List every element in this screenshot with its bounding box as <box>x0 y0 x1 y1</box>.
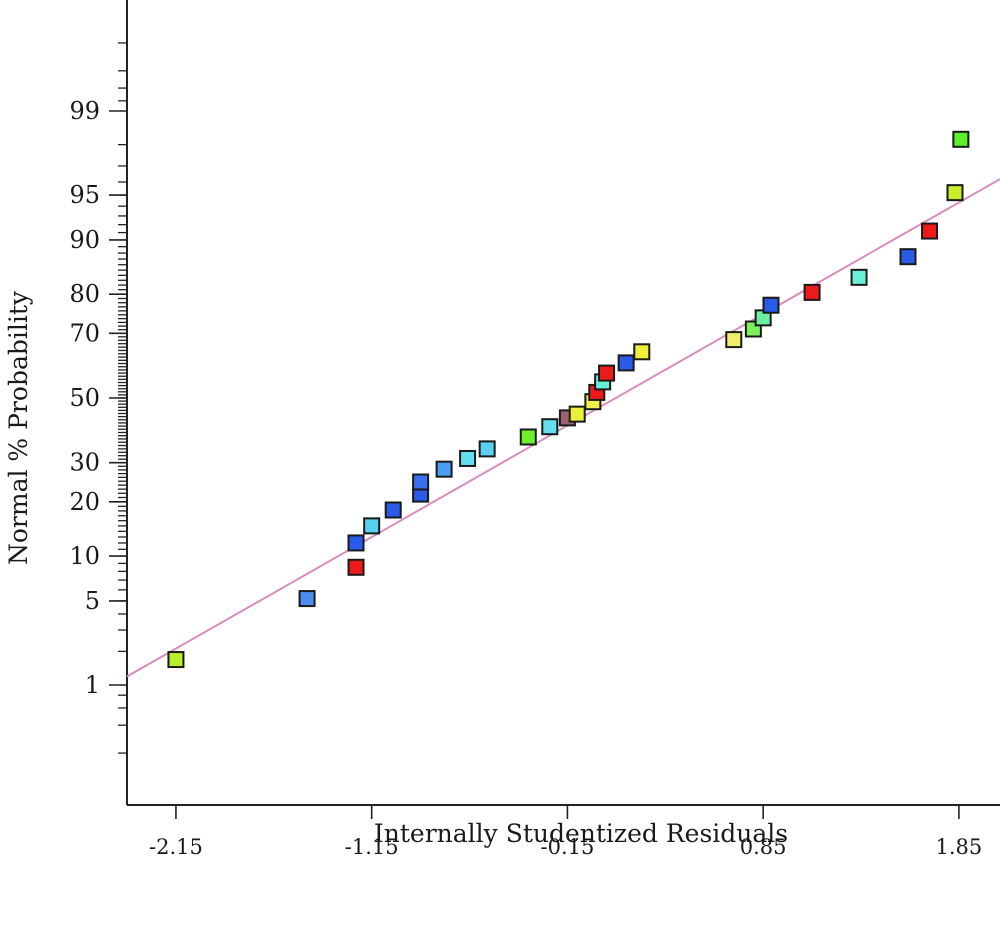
data-point <box>347 534 365 552</box>
data-point <box>946 184 964 202</box>
x-ticks: -2.15 -1.15 -0.15 0.85 1.85 <box>149 805 982 859</box>
y-axis-title: Normal % Probability <box>4 290 33 565</box>
data-point <box>850 268 868 286</box>
y-tick-label: 70 <box>69 319 100 347</box>
data-point <box>803 283 821 301</box>
y-ticks: 1 5 10 20 30 50 70 80 90 95 99 <box>69 97 127 699</box>
y-tick-label: 80 <box>69 280 100 308</box>
x-tick-label: -0.15 <box>540 835 594 859</box>
y-tick-label: 50 <box>69 384 100 412</box>
y-tick-label: 1 <box>85 671 100 699</box>
axes <box>126 0 1000 806</box>
data-point <box>633 343 651 361</box>
y-tick-label: 90 <box>69 226 100 254</box>
data-point <box>435 460 453 478</box>
data-point <box>921 222 939 240</box>
data-point <box>598 364 616 382</box>
y-tick-label: 99 <box>69 97 100 125</box>
y-tick-label: 5 <box>85 587 100 615</box>
data-point <box>899 248 917 266</box>
data-point <box>412 473 430 491</box>
data-point <box>459 449 477 467</box>
data-point <box>952 130 970 148</box>
y-tick-label: 10 <box>69 542 100 570</box>
data-point <box>519 428 537 446</box>
reference-line <box>126 178 1000 678</box>
data-point <box>347 558 365 576</box>
data-point <box>478 440 496 458</box>
data-point <box>298 590 316 608</box>
reference-line-group <box>126 178 1000 678</box>
data-point <box>725 331 743 349</box>
data-point <box>568 405 586 423</box>
data-point <box>617 354 635 372</box>
data-point <box>363 517 381 535</box>
x-tick-label: -2.15 <box>149 835 203 859</box>
x-tick-label: -1.15 <box>345 835 399 859</box>
x-tick-label: 0.85 <box>740 835 787 859</box>
y-tick-label: 95 <box>69 181 100 209</box>
data-point <box>167 651 185 669</box>
x-tick-label: 1.85 <box>936 835 983 859</box>
data-points <box>167 130 970 669</box>
y-tick-label: 20 <box>69 488 100 516</box>
data-point <box>762 296 780 314</box>
x-axis-title: Internally Studentized Residuals <box>374 819 788 848</box>
data-point <box>541 418 559 436</box>
y-tick-label: 30 <box>69 449 100 477</box>
data-point <box>384 501 402 519</box>
